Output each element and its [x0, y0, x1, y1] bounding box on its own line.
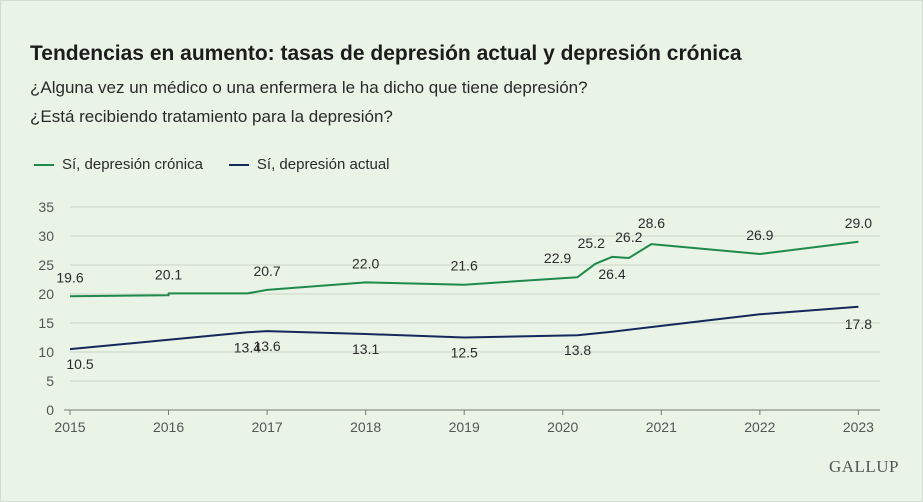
- x-tick-label-2021: 2021: [646, 419, 677, 435]
- data-label-chronic-21.6: 21.6: [451, 258, 478, 274]
- data-label-chronic-19.6: 19.6: [56, 269, 83, 285]
- y-tick-label-10: 10: [38, 344, 54, 360]
- legend-label-current: Sí, depresión actual: [256, 156, 390, 173]
- data-label-current-17.8: 17.8: [845, 316, 872, 332]
- chart-title: Tendencias en aumento: tasas de depresió…: [30, 42, 742, 65]
- data-label-chronic-28.6: 28.6: [638, 215, 665, 231]
- x-tick-label-2022: 2022: [744, 419, 775, 435]
- series-line-current: [69, 305, 859, 351]
- series-line-chronic: [69, 240, 859, 298]
- data-label-chronic-26.2: 26.2: [615, 229, 642, 245]
- data-label-current-13.8: 13.8: [564, 342, 591, 358]
- data-label-chronic-29.0: 29.0: [845, 215, 872, 231]
- legend-item-current: Sí, depresión actual: [228, 156, 390, 173]
- y-tick-label-25: 25: [38, 257, 54, 273]
- x-tick-label-2016: 2016: [153, 419, 184, 435]
- x-tick-label-2023: 2023: [843, 419, 874, 435]
- legend-label-chronic: Sí, depresión crónica: [62, 156, 203, 173]
- y-tick-label-30: 30: [38, 228, 54, 244]
- data-label-chronic-26.4: 26.4: [598, 266, 625, 282]
- x-tick-label-2018: 2018: [350, 419, 381, 435]
- data-label-current-12.5: 12.5: [451, 345, 478, 361]
- data-label-chronic-20.1: 20.1: [155, 266, 182, 282]
- legend-swatch-chronic: [34, 163, 54, 166]
- chart-legend: Sí, depresión crónica Sí, depresión actu…: [34, 156, 416, 173]
- data-label-chronic-20.7: 20.7: [253, 263, 280, 279]
- x-tick-label-2019: 2019: [449, 419, 480, 435]
- data-label-current-13.1: 13.1: [352, 341, 379, 357]
- data-label-chronic-22.9: 22.9: [544, 250, 571, 266]
- gallup-logo: GALLUP: [828, 457, 899, 476]
- y-tick-label-20: 20: [38, 286, 54, 302]
- legend-item-chronic: Sí, depresión crónica: [34, 156, 203, 173]
- y-tick-label-5: 5: [46, 373, 54, 389]
- x-tick-label-2020: 2020: [547, 419, 578, 435]
- y-tick-label-35: 35: [38, 199, 54, 215]
- legend-swatch-current: [228, 163, 249, 166]
- x-tick-label-2017: 2017: [252, 419, 283, 435]
- data-label-chronic-26.9: 26.9: [746, 227, 773, 243]
- data-label-current-13.6: 13.6: [253, 338, 280, 354]
- x-tick-label-2015: 2015: [54, 419, 85, 435]
- data-label-chronic-22.0: 22.0: [352, 255, 379, 271]
- data-label-current-13.4: 13.4: [234, 339, 261, 355]
- y-tick-label-15: 15: [38, 315, 54, 331]
- y-tick-label-0: 0: [46, 402, 54, 418]
- data-label-current-10.5: 10.5: [66, 356, 93, 372]
- chart-subtitle-question-1: ¿Alguna vez un médico o una enfermera le…: [30, 78, 588, 97]
- data-label-chronic-25.2: 25.2: [578, 235, 605, 251]
- chart-subtitle-question-2: ¿Está recibiendo tratamiento para la dep…: [30, 107, 393, 126]
